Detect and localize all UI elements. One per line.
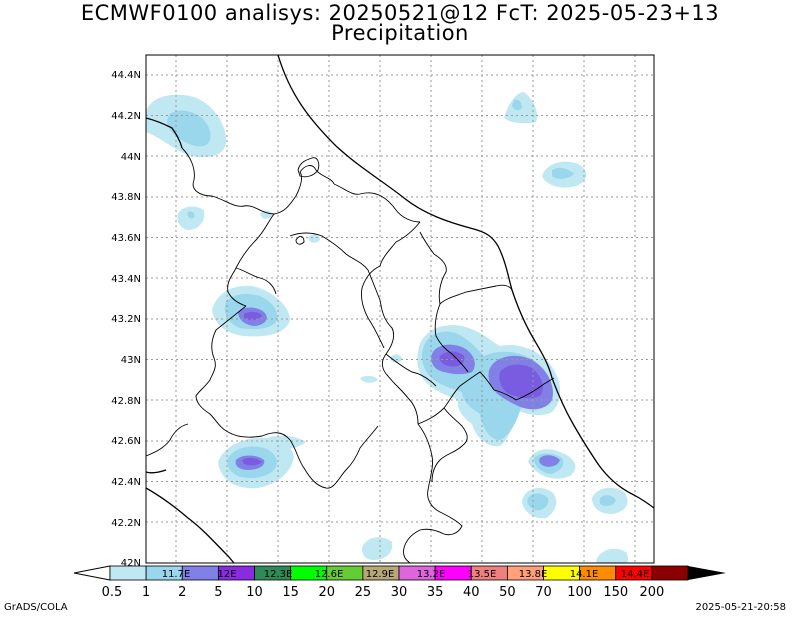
precipitation-areas [146,92,628,563]
lat-label: 42N [121,558,141,569]
border-provinces-3 [434,303,469,373]
border-sanmarino [297,157,320,178]
chart-title: ECMWF0100 analisys: 20250521@12 FcT: 202… [80,1,720,25]
lon-label: 12.9E [366,569,395,580]
border-umbria-east [289,232,419,425]
colorbar-value-label: 35 [427,585,444,600]
border-umbria-west [195,305,291,441]
chart-subtitle: Precipitation [331,21,469,45]
lat-label: 43.8N [111,192,141,203]
border-abruzzo-inner [431,407,468,483]
border-marche-abruzzo [417,371,555,425]
border-provinces-4 [385,353,437,387]
border-marche-north [333,183,421,223]
lat-label: 42.4N [111,477,141,488]
coastline [277,55,654,509]
colorbar-value-label: 10 [246,585,263,600]
lon-label: 14.1E [570,569,599,580]
border-lazio-inner [146,423,189,457]
lon-label: 11.7E [162,569,191,580]
coastline-sw [146,487,235,563]
precip-area-dot-4 [390,354,402,363]
colorbar-value-label: 50 [499,585,516,600]
map-frame [145,54,655,564]
border-marche-umbria [361,221,421,349]
lat-label: 42.2N [111,518,141,529]
colorbar-value-label: 25 [355,585,372,600]
boundaries [146,55,654,563]
colorbar-swatch [651,565,689,581]
footer-credit: GrADS/COLA [4,602,68,613]
precip-area-dot-1 [308,234,320,243]
colorbar-swatch [109,565,147,581]
colorbar-value-label: 100 [567,585,592,600]
colorbar-value-label: 2 [178,585,186,600]
colorbar-value-label: 70 [535,585,552,600]
colorbar-value-label: 5 [214,585,222,600]
colorbar-value-label: 200 [639,585,664,600]
coastline-sw2 [146,469,167,474]
colorbar-right-arrow [688,566,726,580]
colorbar-value-label: 0.5 [102,585,123,600]
lat-label: 42.6N [111,436,141,447]
lat-label: 43.2N [111,314,141,325]
lon-label: 14.4E [621,569,650,580]
colorbar-value-label: 150 [603,585,628,600]
border-small-loop [295,235,305,245]
lat-label: 43.6N [111,233,141,244]
precip-area-south-strip [262,435,306,450]
colorbar-value-label: 30 [391,585,408,600]
lat-label: 43.4N [111,274,141,285]
lat-label: 44.4N [111,70,141,81]
lat-label: 43N [121,355,141,366]
precip-area-dot-2 [260,210,272,219]
lat-label: 44N [121,152,141,163]
lon-label: 12E [217,569,236,580]
lat-label: 44.2N [111,111,141,122]
colorbar-value-label: 40 [463,585,480,600]
border-abruzzo-lazio [403,423,463,563]
border-provinces-1 [439,284,513,305]
border-provinces-2 [419,231,447,305]
precip-area-bottom [362,537,393,560]
latitude-labels: 44.4N 44.2N 44N 43.8N 43.6N 43.4N 43.2N … [111,70,141,569]
lon-label: 13.5E [468,569,497,580]
lon-label: 13.8E [519,569,548,580]
colorbar: 11.7E 12E 12.3E 12.6E 12.9E 13.2E 13.5E … [73,565,726,600]
lon-label: 13.2E [417,569,446,580]
border-toscana-lazio [289,425,379,489]
lon-label: 12.6E [315,569,344,580]
colorbar-left-arrow [73,565,111,581]
colorbar-value-label: 1 [142,585,150,600]
coastline-nw [146,117,183,149]
lon-label: 12.3E [264,569,293,580]
footer-timestamp: 2025-05-21-20:58 [695,602,786,613]
colorbar-value-label: 15 [282,585,299,600]
border-toscana-inner [235,267,277,295]
colorbar-value-label: 20 [318,585,335,600]
lat-label: 42.8N [111,396,141,407]
precip-area-dot-3 [360,375,378,383]
precip-area-bottom-right [596,548,628,563]
